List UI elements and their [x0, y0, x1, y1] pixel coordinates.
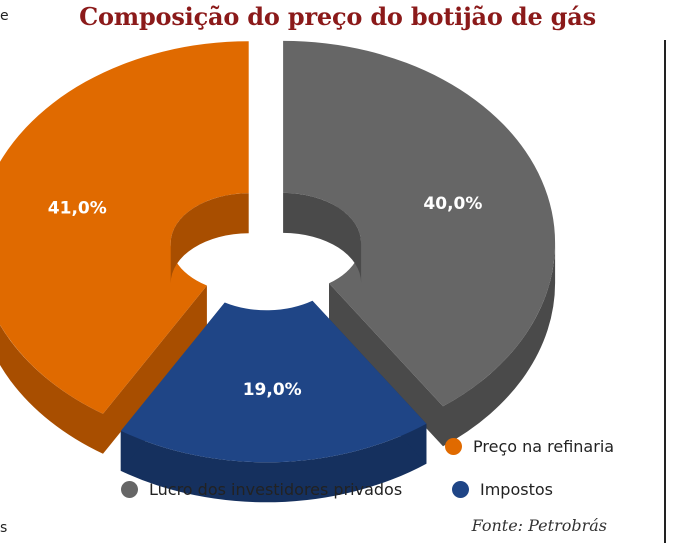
data-label-impostos: 19,0% — [243, 380, 302, 400]
data-label-lucro: 40,0% — [423, 194, 482, 214]
legend-item-impostos: Impostos — [452, 480, 553, 499]
chart-title: Composição do preço do botijão de gás — [79, 2, 596, 31]
slice-inner-refinaria-0 — [170, 193, 249, 284]
legend-label-lucro: Lucro dos investidores privados — [149, 480, 403, 499]
slice-cut-lucro-1 — [329, 283, 443, 447]
source-note: Fonte: Petrobrás — [471, 516, 607, 535]
slice-inner-lucro-1 — [283, 192, 362, 283]
data-label-refinaria: 41,0% — [48, 198, 107, 218]
legend-swatch-refinaria — [445, 438, 462, 455]
legend-swatch-lucro — [121, 481, 138, 498]
slice-lucro — [283, 40, 556, 407]
edge-letter-top: e — [0, 8, 9, 24]
legend-label-impostos: Impostos — [480, 480, 553, 499]
slice-refinaria — [0, 41, 249, 414]
legend-label-refinaria: Preço na refinaria — [473, 437, 615, 456]
slice-side-impostos — [120, 423, 427, 503]
legend-item-lucro: Lucro dos investidores privados — [121, 480, 402, 499]
slice-cut-refinaria-0 — [103, 285, 207, 454]
edge-letter-bottom: s — [0, 520, 8, 536]
slice-side-refinaria — [0, 324, 103, 454]
slice-side-lucro — [443, 242, 556, 447]
frame-border — [664, 40, 666, 543]
slice-impostos — [120, 300, 427, 463]
legend-item-refinaria: Preço na refinaria — [445, 437, 614, 456]
legend-swatch-impostos — [452, 481, 469, 498]
